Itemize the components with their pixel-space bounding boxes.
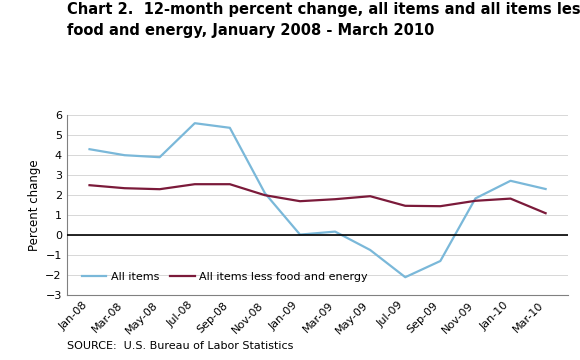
- All items: [226, 126, 233, 130]
- All items: [507, 179, 514, 183]
- Line: All items less food and energy: All items less food and energy: [89, 184, 546, 213]
- All items less food and energy: [296, 199, 303, 203]
- All items: [86, 147, 93, 151]
- All items less food and energy: [156, 187, 163, 192]
- All items less food and energy: [472, 199, 479, 203]
- All items: [542, 187, 549, 191]
- Y-axis label: Percent change: Percent change: [28, 159, 41, 251]
- All items: [121, 153, 128, 157]
- All items: [262, 191, 269, 195]
- Text: Chart 2.  12-month percent change, all items and all items less: Chart 2. 12-month percent change, all it…: [67, 2, 580, 17]
- All items less food and energy: [226, 182, 233, 186]
- All items less food and energy: [86, 183, 93, 187]
- All items: [332, 229, 339, 234]
- All items less food and energy: [402, 204, 409, 208]
- Line: All items: All items: [89, 123, 546, 277]
- Legend: All items, All items less food and energy: All items, All items less food and energ…: [77, 267, 372, 286]
- All items less food and energy: [262, 193, 269, 197]
- All items: [191, 121, 198, 125]
- All items: [402, 275, 409, 279]
- All items: [296, 233, 303, 237]
- All items less food and energy: [367, 194, 374, 198]
- All items: [437, 259, 444, 263]
- All items less food and energy: [542, 211, 549, 215]
- All items less food and energy: [191, 182, 198, 186]
- Text: SOURCE:  U.S. Bureau of Labor Statistics: SOURCE: U.S. Bureau of Labor Statistics: [67, 341, 293, 351]
- All items less food and energy: [437, 204, 444, 208]
- All items less food and energy: [121, 186, 128, 190]
- All items less food and energy: [507, 197, 514, 201]
- All items: [367, 248, 374, 252]
- All items: [156, 155, 163, 159]
- Text: food and energy, January 2008 - March 2010: food and energy, January 2008 - March 20…: [67, 23, 434, 39]
- All items less food and energy: [332, 197, 339, 201]
- All items: [472, 196, 479, 201]
